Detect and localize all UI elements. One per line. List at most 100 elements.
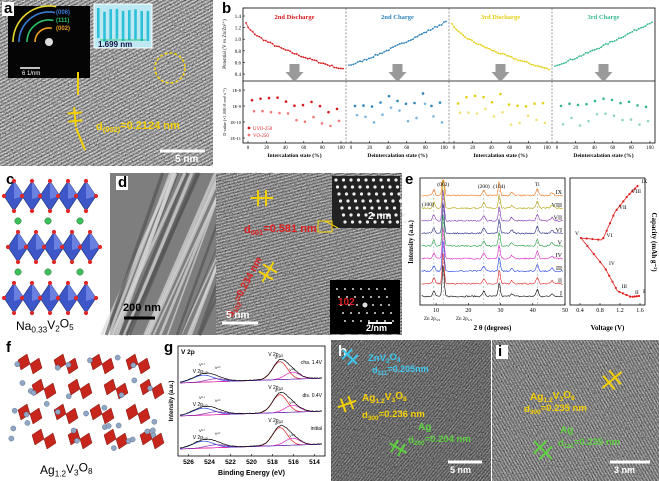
peak-label: (104) xyxy=(493,183,505,190)
text-part: 111 xyxy=(564,443,574,450)
curve-marker xyxy=(457,30,460,33)
curve-marker xyxy=(539,65,542,68)
atom-column xyxy=(364,213,368,217)
curve-marker xyxy=(602,44,605,47)
curve-marker xyxy=(548,68,550,71)
curve-marker xyxy=(605,229,608,232)
d-spacing: d300=0.235 nm xyxy=(524,403,587,416)
curve-marker xyxy=(412,38,414,41)
x-tick-label: 40 xyxy=(386,146,391,151)
trend-arrow xyxy=(388,64,407,82)
oxygen-atom xyxy=(51,259,57,265)
curve-marker xyxy=(584,51,587,54)
curve-marker xyxy=(440,24,443,26)
curve-marker xyxy=(247,26,250,29)
atom-column xyxy=(359,192,364,196)
curve-marker xyxy=(592,252,595,256)
curve-marker xyxy=(519,59,522,62)
d-dot xyxy=(509,123,513,126)
x-tick-label: 10 xyxy=(433,308,439,314)
xrd-pattern xyxy=(421,189,563,222)
y-axis-label: Intensity (a.u.) xyxy=(169,381,175,422)
diffraction-spot xyxy=(348,304,350,306)
silver-atom xyxy=(118,392,125,398)
zn-label: Zn 2p1/2 xyxy=(456,317,472,322)
xrd-pattern xyxy=(421,179,563,210)
diffraction-spot xyxy=(356,304,358,306)
y-tick-label: 1E-11 xyxy=(230,136,241,141)
curve-marker xyxy=(618,37,620,40)
x-tick-label: 0 xyxy=(350,146,353,151)
selected-area xyxy=(154,52,186,84)
x-tick-label: 80 xyxy=(629,146,634,151)
oxygen-atom xyxy=(93,193,99,199)
x-tick-label: 50 xyxy=(562,308,568,314)
text-part: O xyxy=(390,352,397,363)
formula: Na0.33V2O5 xyxy=(16,317,74,335)
oxygen-atom xyxy=(83,280,89,286)
text-part: 200 xyxy=(414,440,425,447)
atom-column xyxy=(337,192,341,196)
peak-label: V 2p3/2 xyxy=(268,385,283,391)
curve-marker xyxy=(615,208,618,211)
state-label: VIII xyxy=(632,189,642,195)
diffraction-spot xyxy=(344,288,346,290)
curve-marker xyxy=(352,63,355,66)
sodium-atom xyxy=(14,217,22,225)
curve-marker xyxy=(585,237,588,240)
panel-letter: g xyxy=(164,339,173,356)
d-dot xyxy=(430,104,433,108)
curve-marker xyxy=(473,41,475,44)
panel-letter: i xyxy=(498,343,502,360)
curve-marker xyxy=(429,29,432,32)
curve-marker xyxy=(431,27,434,30)
curve-marker xyxy=(508,55,511,58)
atom-column xyxy=(380,185,385,189)
panel-letter: f xyxy=(6,339,12,356)
x-axis-label: Voltage (V) xyxy=(591,324,625,332)
xrd-pattern xyxy=(421,240,563,273)
text-part: O xyxy=(563,390,571,401)
d-dot xyxy=(276,96,279,99)
diffraction-spot xyxy=(366,312,368,314)
text-part: 001 xyxy=(251,228,263,237)
atom-column xyxy=(379,178,383,182)
state-label: IX xyxy=(556,190,563,196)
curve-marker xyxy=(445,20,447,23)
x-tick-label: 0 xyxy=(453,146,456,151)
curve-marker xyxy=(350,64,353,66)
x-axis-label: Intercalation state (%) xyxy=(473,152,527,159)
oxygen-atom xyxy=(5,244,11,250)
oxygen-atom xyxy=(37,193,43,199)
curve-marker xyxy=(646,23,649,26)
oxygen-atom xyxy=(29,178,35,184)
atom-column xyxy=(394,213,398,217)
atom-column xyxy=(355,206,359,210)
y-tick-label: 0.4 xyxy=(235,73,242,78)
atom-column xyxy=(380,220,385,224)
nanobelt xyxy=(115,172,177,336)
curve-marker xyxy=(339,67,342,70)
d-dot xyxy=(621,118,624,122)
curve-marker xyxy=(291,52,294,54)
vo-ribbon xyxy=(31,378,57,400)
diffraction-spot xyxy=(362,302,368,308)
vo-ribbon xyxy=(89,353,115,375)
lattice-marker xyxy=(389,439,407,457)
curve-marker xyxy=(389,47,392,49)
curve-marker xyxy=(543,67,546,69)
curve-marker xyxy=(459,32,462,35)
d-dot xyxy=(595,112,599,116)
silver-atom xyxy=(65,393,72,400)
d-spacing: d311=0.205nm xyxy=(372,364,429,377)
curve-marker xyxy=(264,39,267,42)
curve-marker xyxy=(611,280,614,283)
peak-label: V 2p1/2 xyxy=(193,369,208,375)
oxygen-atom xyxy=(83,178,89,184)
lattice-marker xyxy=(533,440,553,460)
curve-marker xyxy=(416,35,419,38)
d-dot xyxy=(473,94,477,98)
micrograph-shade xyxy=(492,340,659,481)
text-part: 1/2 xyxy=(203,371,208,375)
text-part: 4 xyxy=(397,357,401,364)
